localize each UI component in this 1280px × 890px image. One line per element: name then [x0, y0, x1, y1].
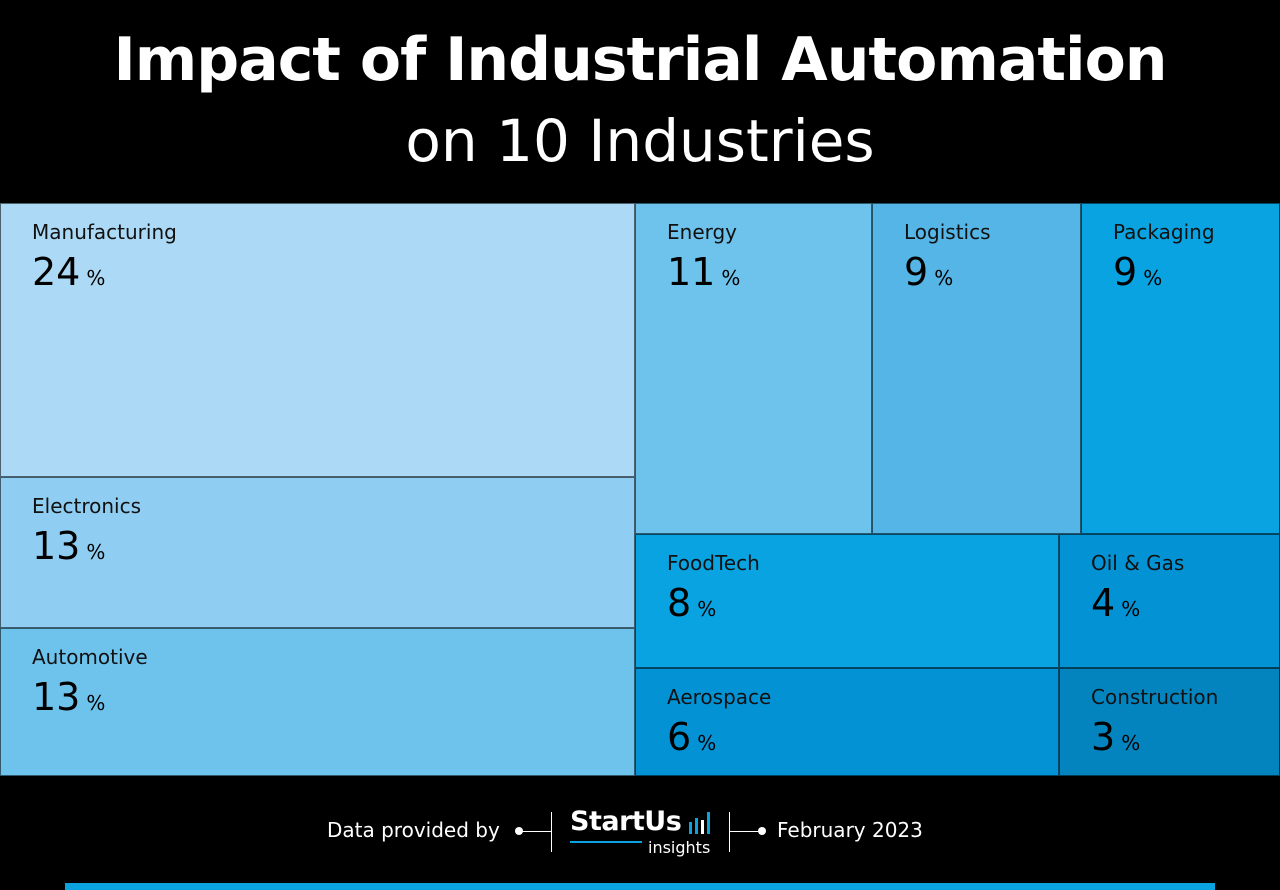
treemap-value: 9% [904, 250, 953, 294]
chart-title: Impact of Industrial Automation [113, 25, 1167, 95]
treemap-label: FoodTech [667, 551, 760, 575]
treemap-value-number: 13 [32, 524, 81, 568]
connector-dot-right [758, 827, 766, 835]
treemap-value-unit: % [1143, 266, 1163, 290]
treemap-cell-packaging: Packaging 9% [1081, 203, 1280, 534]
treemap-label: Manufacturing [32, 220, 177, 244]
treemap-value: 6% [667, 715, 716, 759]
treemap-label: Automotive [32, 645, 148, 669]
treemap-value-unit: % [86, 266, 106, 290]
treemap-value: 8% [667, 581, 716, 625]
treemap-value-unit: % [1121, 731, 1141, 755]
treemap-value-unit: % [721, 266, 741, 290]
treemap-value-unit: % [86, 691, 106, 715]
treemap-label: Electronics [32, 494, 142, 518]
treemap-value: 24% [32, 250, 105, 294]
treemap-cell-oil-gas: Oil & Gas 4% [1059, 534, 1280, 668]
divider-left [551, 812, 552, 852]
treemap-value-unit: % [697, 597, 717, 621]
treemap-cell-energy: Energy 11% [635, 203, 872, 534]
treemap-value: 13% [32, 524, 105, 568]
footer: Data provided by StartUs insights Februa… [0, 776, 1280, 890]
treemap-cell-manufacturing: Manufacturing 24% [0, 203, 635, 477]
treemap-value-unit: % [1121, 597, 1141, 621]
data-provided-label: Data provided by [327, 818, 500, 842]
treemap-label: Construction [1091, 685, 1219, 709]
connector-line-left [519, 831, 551, 832]
treemap-value: 3% [1091, 715, 1140, 759]
treemap-value-number: 11 [667, 250, 716, 294]
treemap-value-unit: % [934, 266, 954, 290]
treemap-label: Packaging [1113, 220, 1215, 244]
date-label: February 2023 [777, 818, 923, 842]
logo-underline [570, 841, 642, 843]
treemap-cell-foodtech: FoodTech 8% [635, 534, 1059, 668]
treemap-value: 4% [1091, 581, 1140, 625]
divider-right [729, 812, 730, 852]
treemap-cell-construction: Construction 3% [1059, 668, 1280, 776]
treemap-label: Logistics [904, 220, 991, 244]
bar-chart-icon [689, 812, 710, 834]
logo-sub: insights [648, 838, 711, 857]
treemap-label: Oil & Gas [1091, 551, 1185, 575]
treemap-cell-electronics: Electronics 13% [0, 477, 635, 628]
bottom-accent-strip [65, 883, 1215, 890]
startus-insights-logo: StartUs insights [570, 806, 715, 857]
chart-subtitle: on 10 Industries [405, 107, 875, 175]
treemap-value-number: 24 [32, 250, 81, 294]
treemap-label: Aerospace [667, 685, 772, 709]
treemap-value: 9% [1113, 250, 1162, 294]
treemap-value-number: 9 [904, 250, 929, 294]
treemap-cell-automotive: Automotive 13% [0, 628, 635, 776]
title-block: Impact of Industrial Automation on 10 In… [0, 0, 1280, 203]
treemap-cell-logistics: Logistics 9% [872, 203, 1081, 534]
treemap: Manufacturing 24% Electronics 13% Automotive… [0, 203, 1280, 776]
treemap-value-number: 9 [1113, 250, 1138, 294]
treemap-value-number: 4 [1091, 581, 1116, 625]
treemap-value: 11% [667, 250, 740, 294]
logo-brand: StartUs [570, 806, 682, 837]
treemap-value-number: 13 [32, 675, 81, 719]
treemap-cell-aerospace: Aerospace 6% [635, 668, 1059, 776]
treemap-value-number: 3 [1091, 715, 1116, 759]
treemap-value-number: 6 [667, 715, 692, 759]
treemap-value-unit: % [697, 731, 717, 755]
treemap-value: 13% [32, 675, 105, 719]
treemap-label: Energy [667, 220, 738, 244]
treemap-value-number: 8 [667, 581, 692, 625]
treemap-value-unit: % [86, 540, 106, 564]
connector-line-right [729, 831, 761, 832]
